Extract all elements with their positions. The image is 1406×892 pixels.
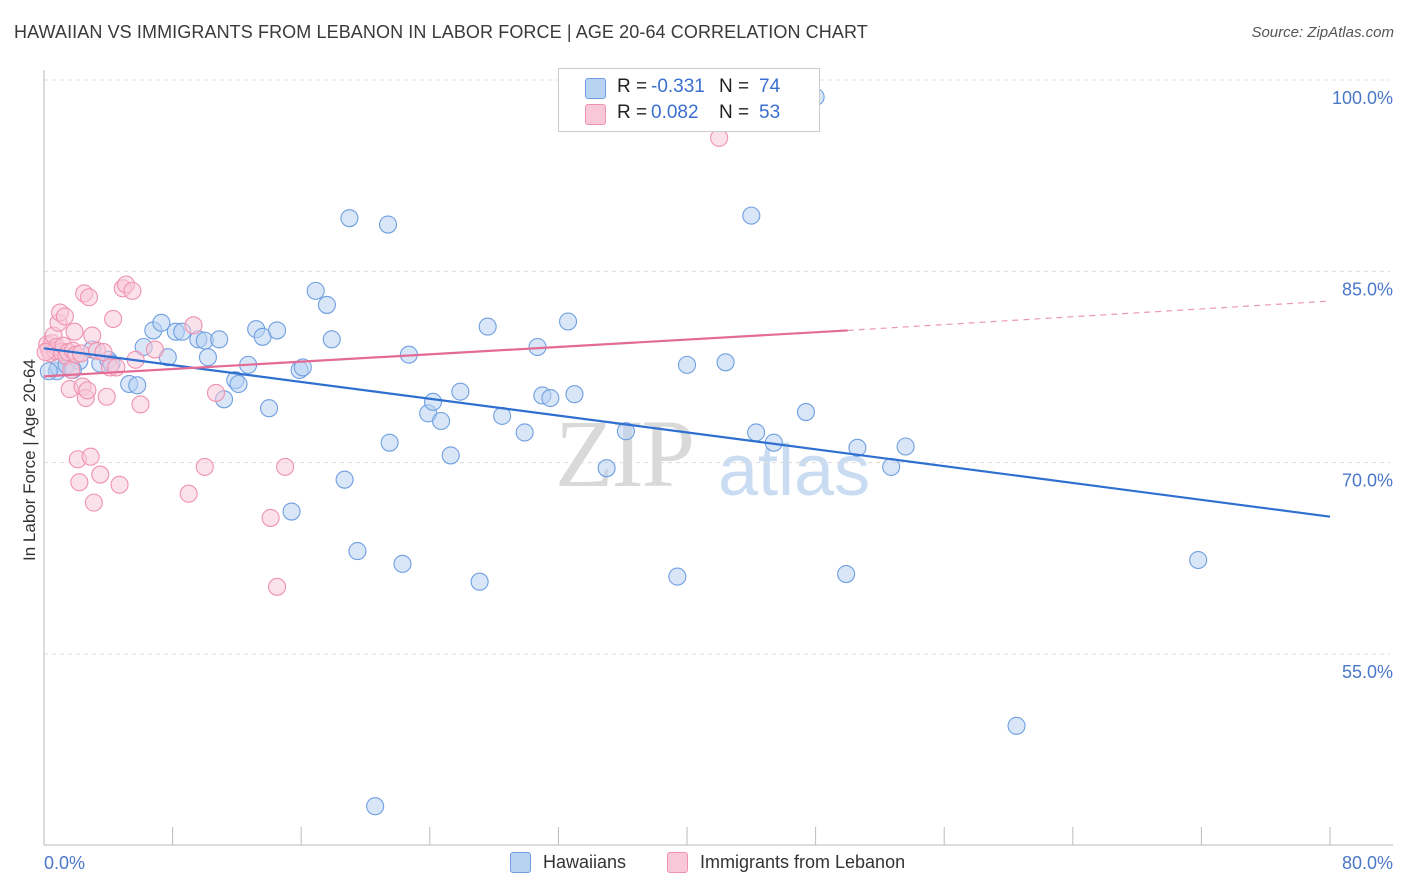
- legend-row-lebanon: R = 0.082 N = 53: [617, 100, 780, 126]
- hawaiians-point: [796, 403, 816, 422]
- series-label-lebanon: Immigrants from Lebanon: [700, 852, 906, 872]
- hawaiians-point: [393, 554, 412, 573]
- hawaiians-point: [378, 215, 398, 234]
- lebanon-point: [184, 316, 203, 335]
- series-label-hawaiians: Hawaiians: [543, 852, 627, 872]
- hawaiians-trend-line: [43, 347, 1331, 518]
- lebanon-point: [206, 383, 226, 402]
- legend-row-hawaiians: R = -0.331 N = 74: [617, 74, 780, 100]
- lebanon-point: [261, 508, 280, 527]
- hawaiians-point: [380, 433, 399, 452]
- hawaiians-point: [348, 542, 367, 561]
- hawaiians-point: [259, 399, 279, 418]
- hawaiians-point: [616, 422, 635, 441]
- lebanon-point: [94, 343, 113, 362]
- y-tick-label: 55.0%: [1342, 662, 1393, 682]
- hawaiians-point: [317, 295, 336, 314]
- hawaiians-point: [1189, 550, 1208, 570]
- hawaiians-point: [306, 281, 325, 300]
- lebanon-point: [131, 395, 150, 414]
- series-legend-lebanon[interactable]: Immigrants from Lebanon: [667, 852, 905, 873]
- hawaiians-point: [677, 355, 697, 374]
- hawaiians-point: [282, 502, 301, 521]
- legend-r-label: R =: [617, 76, 648, 97]
- hawaiians-point: [229, 374, 248, 394]
- hawaiians-point: [432, 411, 451, 431]
- lebanon-point: [179, 484, 198, 503]
- hawaiians-point: [39, 362, 58, 381]
- hawaiians-point: [515, 423, 534, 442]
- hawaiians-point: [716, 353, 735, 372]
- hawaiians-point: [152, 313, 171, 332]
- hawaiians-point: [597, 459, 616, 478]
- lebanon-point: [91, 465, 110, 484]
- x-tick-label: 80.0%: [1342, 853, 1393, 873]
- hawaiians-point: [742, 206, 761, 225]
- hawaiians-point: [565, 385, 584, 404]
- legend-r-value: -0.331: [651, 76, 705, 97]
- lebanon-point: [268, 577, 287, 596]
- hawaiians-point: [558, 312, 578, 331]
- hawaiians-point: [128, 376, 147, 395]
- hawaiians-point: [268, 321, 287, 340]
- hawaiians-point: [896, 437, 915, 456]
- hawaiians-point: [293, 358, 312, 377]
- hawaiians-point: [340, 209, 359, 228]
- hawaiians-point: [1007, 716, 1026, 735]
- hawaiians-point: [366, 797, 385, 816]
- x-tick-label: 0.0%: [44, 853, 85, 873]
- y-tick-label: 100.0%: [1332, 88, 1393, 108]
- hawaiians-point: [747, 423, 766, 442]
- y-tick-label: 70.0%: [1342, 471, 1393, 491]
- lebanon-trend-extension: [847, 300, 1331, 332]
- hawaiians-point: [837, 565, 856, 584]
- lebanon-point: [70, 473, 89, 492]
- lebanon-point: [145, 340, 164, 359]
- series-swatch-lebanon: [667, 852, 688, 873]
- hawaiians-point: [322, 330, 341, 349]
- lebanon-point: [78, 381, 97, 400]
- legend-n-value: 53: [759, 102, 781, 123]
- lebanon-point: [123, 281, 142, 300]
- hawaiians-point: [478, 317, 497, 336]
- lebanon-trend-line: [43, 329, 848, 378]
- lebanon-point: [79, 288, 99, 307]
- legend-n-label: N =: [719, 102, 750, 123]
- legend-swatch-lebanon: [585, 104, 606, 125]
- lebanon-point: [97, 387, 116, 406]
- lebanon-point: [84, 493, 103, 512]
- y-tick-label: 85.0%: [1342, 279, 1393, 299]
- lebanon-point: [104, 309, 123, 328]
- hawaiians-point: [198, 348, 218, 367]
- lebanon-point: [55, 307, 74, 326]
- lebanon-point: [36, 343, 55, 362]
- legend-r-value: 0.082: [651, 102, 699, 123]
- lebanon-point: [276, 457, 295, 476]
- lebanon-point: [81, 447, 100, 466]
- hawaiians-point: [848, 438, 867, 457]
- lebanon-point: [195, 457, 214, 476]
- watermark-atlas: atlas: [718, 431, 871, 511]
- correlation-legend: R = -0.331 N = 74 R = 0.082 N = 53: [558, 68, 820, 132]
- hawaiians-point: [541, 388, 560, 408]
- hawaiians-point: [668, 567, 687, 586]
- lebanon-point: [65, 322, 84, 341]
- legend-n-label: N =: [719, 76, 750, 97]
- lebanon-point: [110, 475, 129, 494]
- legend-n-value: 74: [759, 76, 781, 97]
- hawaiians-point: [441, 446, 460, 465]
- hawaiians-point: [451, 382, 470, 401]
- hawaiians-point: [470, 572, 489, 591]
- hawaiians-point: [423, 392, 443, 411]
- legend-swatch-hawaiians: [585, 78, 606, 99]
- chart-title: HAWAIIAN VS IMMIGRANTS FROM LEBANON IN L…: [14, 22, 868, 42]
- hawaiians-point: [335, 470, 354, 489]
- hawaiians-point: [210, 330, 229, 349]
- lebanon-point: [83, 326, 102, 345]
- series-swatch-hawaiians: [510, 852, 531, 873]
- legend-r-label: R =: [617, 102, 648, 123]
- series-legend-hawaiians[interactable]: Hawaiians: [510, 852, 626, 873]
- chart-source: Source: ZipAtlas.com: [1251, 24, 1394, 41]
